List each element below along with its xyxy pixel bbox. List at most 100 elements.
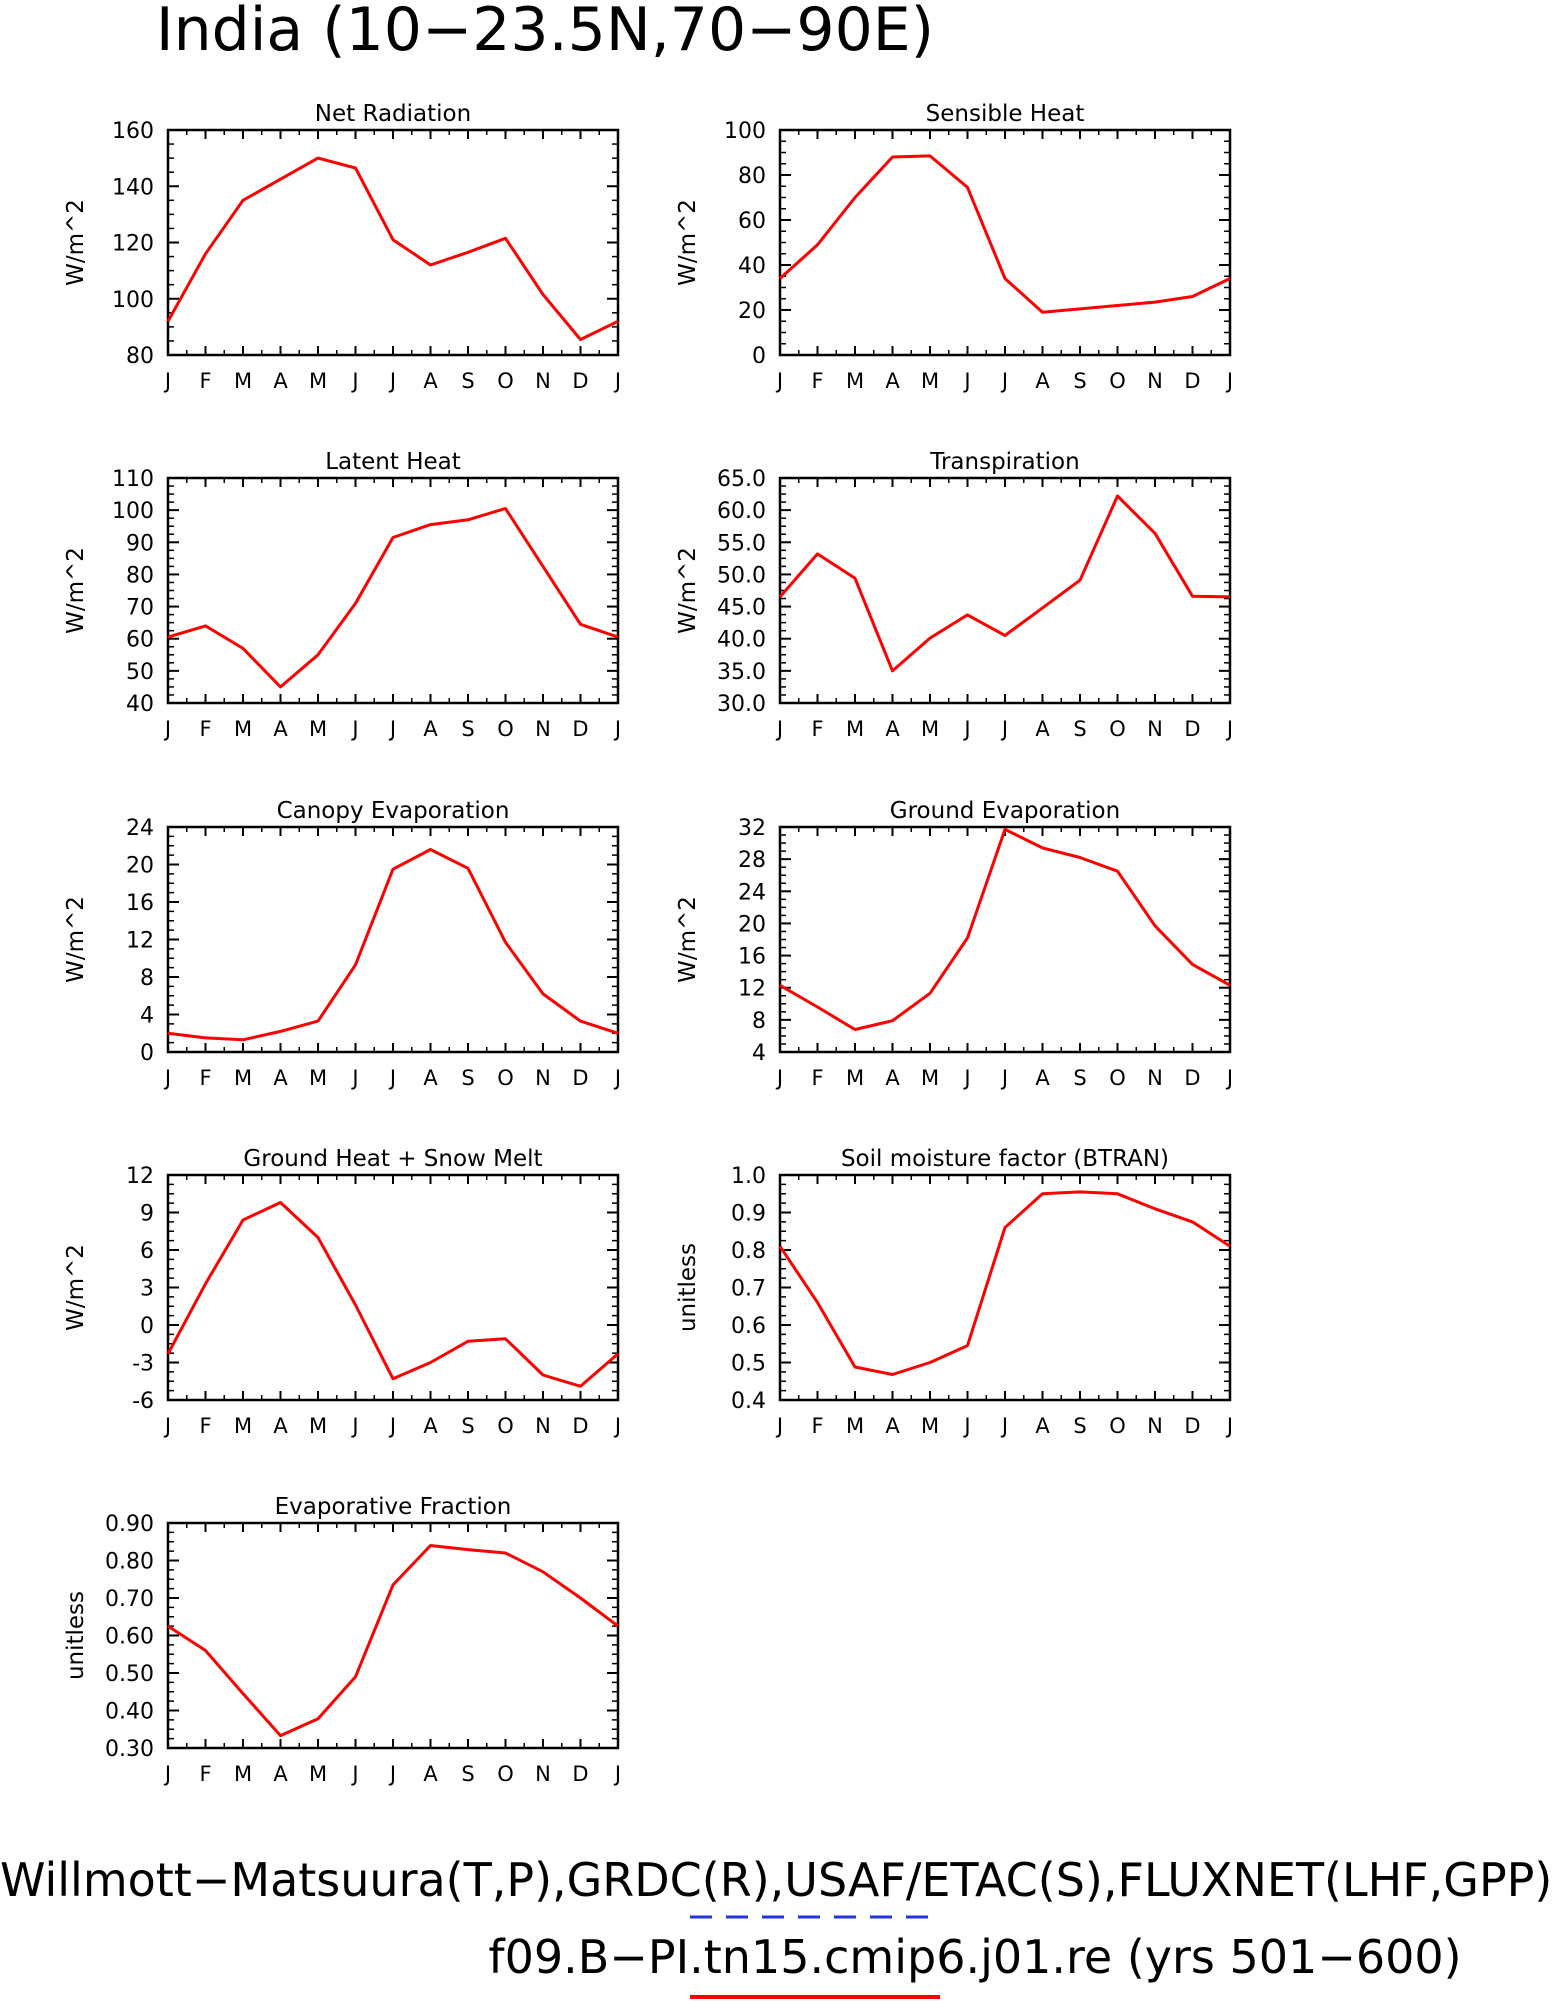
y-tick-label: 4 — [140, 1004, 154, 1029]
y-tick-label: 0.50 — [105, 1662, 154, 1687]
x-tick-label: J — [1000, 1066, 1008, 1090]
x-tick-label: J — [388, 369, 396, 393]
x-tick-label: M — [921, 717, 939, 741]
x-tick-label: J — [1225, 1066, 1233, 1090]
x-tick-label: M — [234, 1414, 252, 1438]
y-tick-label: 16 — [126, 891, 154, 916]
x-tick-label: A — [423, 1066, 438, 1090]
x-tick-label: A — [273, 717, 288, 741]
x-tick-label: D — [1184, 1066, 1200, 1090]
x-tick-label: N — [1147, 1414, 1163, 1438]
x-tick-label: O — [497, 1414, 514, 1438]
x-tick-label: J — [163, 369, 171, 393]
x-tick-label: S — [461, 369, 474, 393]
x-tick-label: O — [497, 1066, 514, 1090]
y-tick-label: 12 — [738, 977, 766, 1002]
x-tick-label: A — [423, 1414, 438, 1438]
x-tick-label: J — [775, 369, 783, 393]
y-tick-label: 0.30 — [105, 1737, 154, 1762]
x-tick-label: D — [1184, 717, 1200, 741]
x-tick-label: J — [350, 1762, 358, 1786]
x-tick-label: A — [273, 1762, 288, 1786]
x-tick-label: F — [199, 1762, 211, 1786]
x-tick-label: F — [199, 369, 211, 393]
x-tick-label: M — [234, 1762, 252, 1786]
x-tick-label: N — [1147, 1066, 1163, 1090]
x-tick-label: J — [1225, 717, 1233, 741]
x-tick-label: S — [461, 717, 474, 741]
x-tick-label: J — [962, 369, 970, 393]
panel-title: Latent Heat — [325, 449, 461, 475]
y-tick-label: 55.0 — [717, 531, 766, 556]
x-tick-label: A — [423, 369, 438, 393]
x-tick-label: O — [497, 717, 514, 741]
plot-frame — [166, 1173, 620, 1402]
x-tick-label: N — [1147, 369, 1163, 393]
y-tick-label: 80 — [126, 344, 154, 369]
y-tick-label: 24 — [738, 880, 766, 905]
y-tick-label: 110 — [112, 467, 154, 492]
y-tick-label: 24 — [126, 816, 154, 841]
y-tick-label: 80 — [126, 563, 154, 588]
x-tick-label: J — [163, 717, 171, 741]
x-tick-label: M — [921, 369, 939, 393]
x-tick-label: J — [350, 1414, 358, 1438]
x-tick-label: A — [1035, 717, 1050, 741]
x-tick-label: M — [234, 369, 252, 393]
x-tick-label: D — [572, 717, 588, 741]
panel-title: Ground Evaporation — [890, 798, 1120, 824]
x-tick-label: S — [1073, 369, 1086, 393]
panel-title: Transpiration — [929, 449, 1079, 475]
x-tick-label: M — [921, 1414, 939, 1438]
y-tick-label: 32 — [738, 816, 766, 841]
x-tick-label: M — [846, 369, 864, 393]
x-tick-label: S — [1073, 717, 1086, 741]
y-tick-label: 140 — [112, 175, 154, 200]
x-tick-label: J — [613, 717, 621, 741]
x-tick-label: F — [199, 717, 211, 741]
y-tick-label: 0.4 — [731, 1389, 766, 1414]
y-tick-label: 0 — [752, 344, 766, 369]
y-axis-label: W/m^2 — [675, 896, 701, 983]
x-tick-label: A — [423, 1762, 438, 1786]
x-tick-label: A — [885, 369, 900, 393]
x-tick-label: O — [1109, 1066, 1126, 1090]
y-tick-label: 65.0 — [717, 467, 766, 492]
y-axis-label: W/m^2 — [63, 547, 89, 634]
x-tick-label: F — [811, 1414, 823, 1438]
series-line — [167, 1544, 619, 1738]
x-tick-label: A — [273, 1414, 288, 1438]
x-tick-label: A — [885, 1414, 900, 1438]
x-tick-label: O — [1109, 369, 1126, 393]
panel-title: Evaporative Fraction — [275, 1494, 512, 1520]
x-tick-label: F — [811, 369, 823, 393]
plot-frame — [778, 476, 1232, 705]
panel-evaporative-fraction: J F M A M J J A S O N D J0.300.400.500.600.700.800.9… — [63, 1494, 621, 1786]
x-tick-label: A — [273, 369, 288, 393]
x-tick-label: J — [388, 1762, 396, 1786]
x-tick-label: N — [535, 717, 551, 741]
y-tick-label: 0.60 — [105, 1625, 154, 1650]
x-tick-label: O — [1109, 1414, 1126, 1438]
plot-frame — [778, 128, 1232, 357]
x-tick-label: O — [497, 1762, 514, 1786]
y-tick-label: 8 — [752, 1009, 766, 1034]
x-tick-label: F — [199, 1414, 211, 1438]
x-tick-label: N — [535, 1066, 551, 1090]
x-tick-label: S — [461, 1762, 474, 1786]
x-tick-label: F — [811, 1066, 823, 1090]
x-tick-label: N — [535, 369, 551, 393]
series-line — [779, 827, 1231, 1031]
y-tick-label: 0.70 — [105, 1587, 154, 1612]
footer-line-1: Willmott−Matsuura(T,P),GRDC(R),USAF/ETAC… — [0, 1853, 1552, 1907]
y-tick-label: 0 — [140, 1314, 154, 1339]
y-tick-label: 8 — [140, 966, 154, 991]
y-axis-label: W/m^2 — [63, 1244, 89, 1331]
x-tick-label: J — [613, 1414, 621, 1438]
panel-title: Canopy Evaporation — [277, 798, 510, 824]
y-tick-label: 12 — [126, 1164, 154, 1189]
x-tick-label: D — [572, 1414, 588, 1438]
